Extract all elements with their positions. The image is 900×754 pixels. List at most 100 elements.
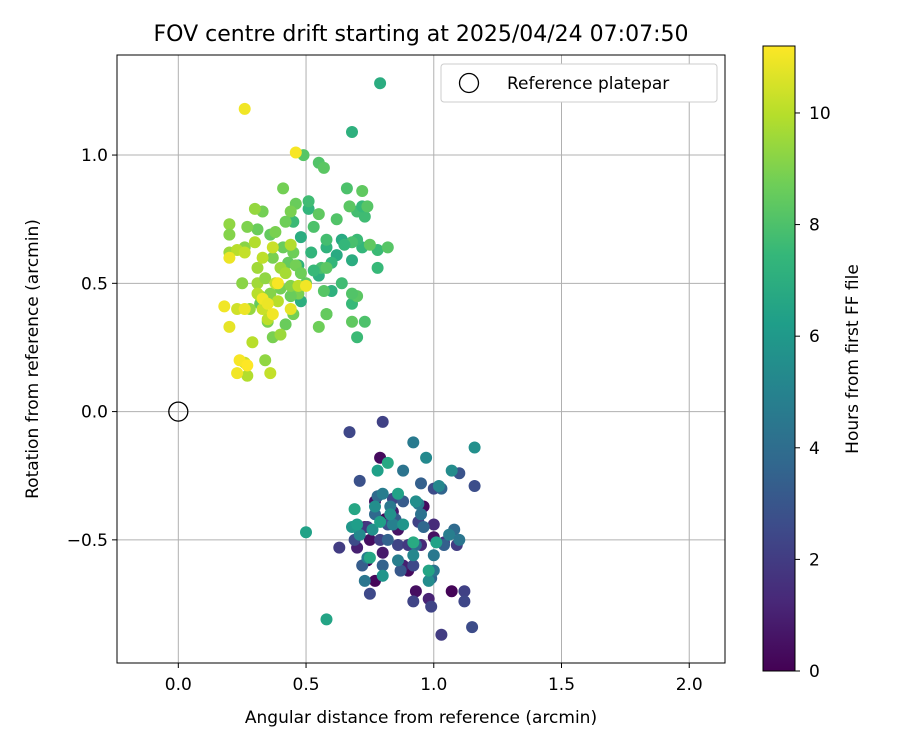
data-point [259, 272, 272, 285]
data-point [361, 200, 374, 213]
data-point [381, 241, 394, 254]
data-point [397, 464, 410, 477]
data-point [335, 277, 348, 290]
data-point [392, 554, 404, 567]
data-point [363, 587, 376, 600]
colorbar-tick-label: 4 [809, 439, 820, 459]
data-point [445, 464, 458, 477]
data-point [269, 226, 282, 238]
data-point [333, 541, 346, 554]
data-point [443, 528, 456, 541]
data-point [266, 308, 279, 321]
data-point [409, 585, 422, 598]
data-point [284, 290, 297, 303]
data-point [223, 218, 236, 231]
data-point [261, 297, 274, 310]
data-point [363, 238, 376, 251]
data-point [231, 367, 244, 380]
data-point [284, 303, 297, 315]
data-point [392, 487, 404, 500]
data-point [417, 521, 430, 533]
data-point [223, 320, 236, 333]
data-point [241, 359, 254, 372]
legend: Reference platepar [440, 63, 718, 103]
data-point [238, 102, 251, 115]
data-point [384, 508, 397, 521]
data-point [374, 77, 387, 90]
data-point [320, 233, 333, 246]
y-tick-label: 0.0 [81, 403, 108, 423]
data-point [236, 277, 249, 290]
data-point [346, 126, 358, 138]
data-point [407, 549, 420, 562]
data-point [277, 182, 290, 195]
data-point [317, 161, 330, 174]
x-axis-label: Angular distance from reference (arcmin) [245, 708, 597, 728]
data-point [264, 367, 277, 380]
data-point [346, 315, 358, 328]
data-point [392, 539, 404, 551]
data-point [246, 336, 259, 349]
data-point [356, 185, 369, 197]
data-point [397, 518, 410, 531]
data-point [407, 436, 420, 449]
data-point [300, 526, 312, 539]
data-point [251, 223, 264, 236]
data-point [300, 279, 312, 292]
data-point [284, 205, 297, 218]
data-point [294, 231, 307, 244]
data-point [307, 220, 320, 233]
data-point [343, 426, 356, 439]
data-point [425, 600, 438, 613]
data-point [320, 261, 333, 274]
data-point [415, 477, 427, 490]
data-point [307, 264, 320, 277]
legend-box [440, 63, 718, 103]
data-point [468, 441, 481, 454]
data-point [238, 303, 251, 315]
data-point [407, 595, 420, 608]
data-point [376, 415, 389, 428]
colorbar-ticks: 0 2 4 6 8 10 [795, 104, 831, 682]
data-point [358, 315, 371, 328]
data-point [386, 518, 399, 531]
data-point [369, 500, 381, 513]
data-point [317, 285, 330, 297]
data-point [353, 528, 366, 541]
data-point [256, 251, 269, 264]
data-point [381, 456, 394, 469]
data-point [266, 251, 279, 264]
data-point [271, 295, 284, 308]
data-point [376, 546, 389, 559]
data-point [320, 308, 333, 321]
data-point [312, 320, 325, 333]
x-tick-label: 1.5 [548, 675, 575, 695]
x-tick-label: 2.0 [676, 675, 703, 695]
data-point [445, 585, 458, 598]
data-point [376, 487, 389, 500]
data-point [415, 508, 427, 521]
y-axis-label: Rotation from reference (arcmin) [23, 219, 43, 499]
data-point [259, 354, 272, 367]
data-point [422, 574, 435, 587]
data-point [305, 246, 318, 259]
data-point [376, 559, 389, 572]
data-point [343, 200, 356, 213]
data-points [218, 77, 481, 641]
data-point [466, 621, 479, 634]
x-axis-ticks: 0.0 0.5 1.0 1.5 2.0 [165, 663, 703, 695]
data-point [371, 464, 384, 477]
data-point [302, 195, 315, 208]
data-point [251, 261, 264, 274]
data-point [320, 613, 333, 626]
data-point [394, 564, 407, 577]
data-point [374, 515, 387, 528]
data-point [223, 228, 236, 241]
legend-reference-marker [458, 72, 480, 94]
x-tick-label: 0.0 [165, 675, 192, 695]
data-point [294, 267, 307, 280]
data-point [338, 238, 351, 251]
colorbar [762, 45, 796, 672]
data-point [351, 518, 364, 531]
data-point [371, 261, 384, 274]
